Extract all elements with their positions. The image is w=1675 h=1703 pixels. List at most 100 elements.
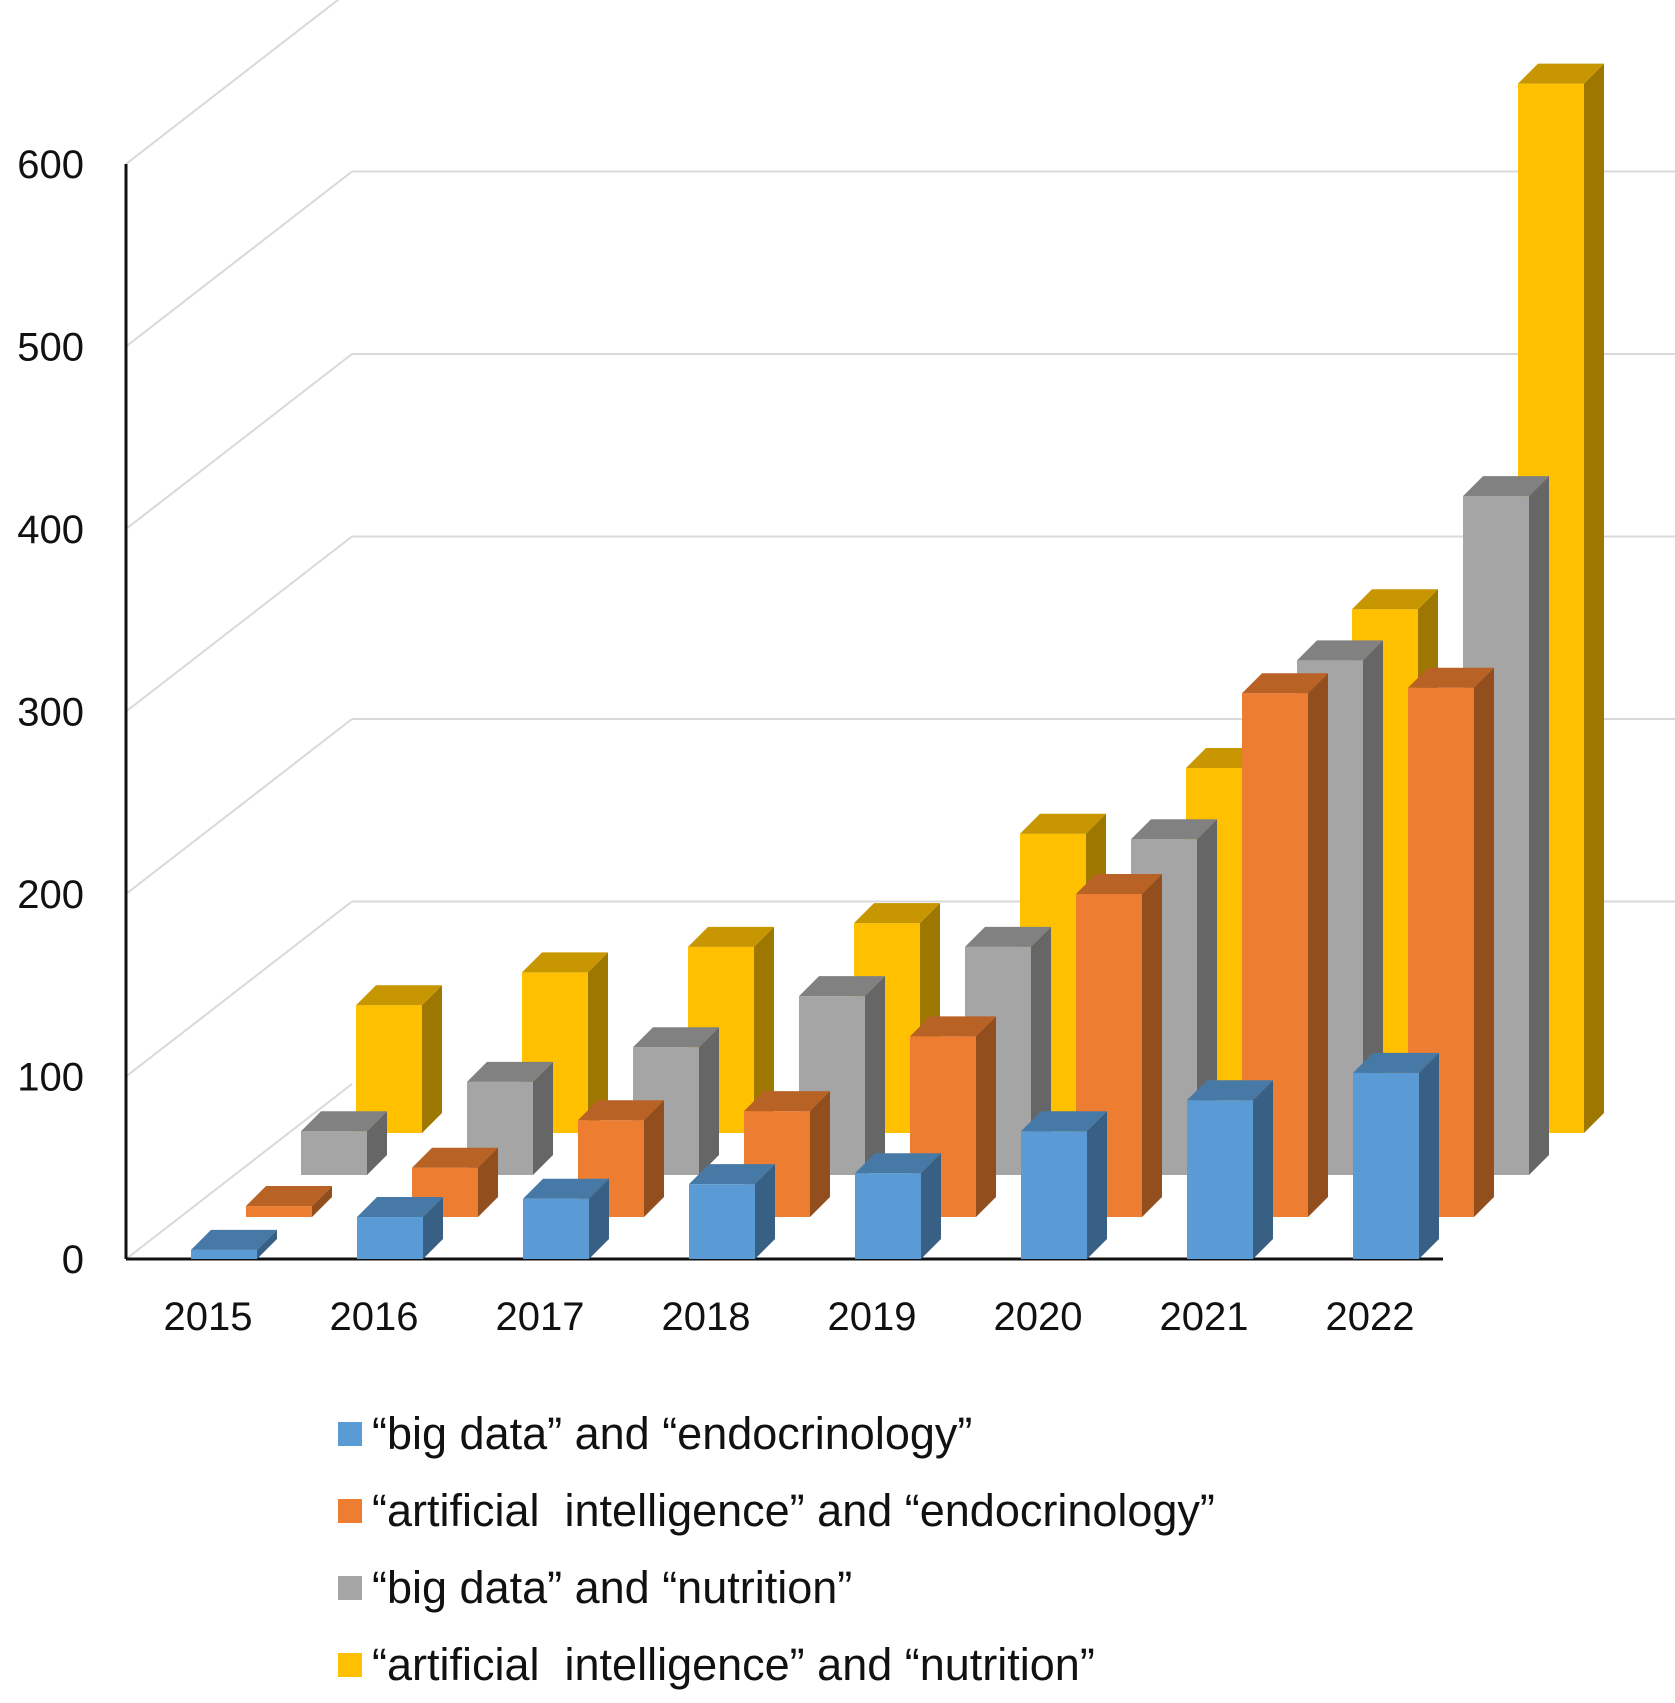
bar-side [478,1147,498,1217]
bar-top [1020,813,1106,834]
bar-top [467,1061,553,1082]
bar [910,1016,996,1217]
bar-side [865,976,885,1175]
bar [1021,1111,1107,1259]
bar-side [1529,476,1549,1176]
bar [689,1164,775,1259]
bar-side [1087,1111,1107,1259]
bar-side [257,1229,277,1259]
x-tick-label: 2019 [828,1295,917,1339]
bar-top [357,1197,443,1218]
bar-top [523,1178,609,1199]
bar [246,1186,332,1217]
bar-side [589,1178,609,1259]
bar-front [191,1249,257,1259]
legend-label: “big data” and “nutrition” [372,1561,853,1613]
x-tick-label: 2015 [164,1295,253,1339]
legend-swatch [338,1575,362,1600]
bar [356,985,442,1133]
gridlines [125,0,1675,1260]
legend-swatch [338,1421,362,1446]
bar-side [367,1111,387,1175]
bar-side [1308,673,1328,1217]
bar-side [1363,640,1383,1175]
y-tick-label: 600 [17,143,84,187]
bar-top [191,1229,277,1250]
bar-side [754,926,774,1133]
x-tick-label: 2018 [662,1295,751,1339]
legend-item: “artificial intelligence” and “nutrition… [338,1626,1215,1703]
bar-side [644,1100,664,1217]
gridline-diagonal [125,900,353,1078]
legend-swatch [338,1652,362,1677]
bar-top [854,903,940,924]
bar [412,1147,498,1217]
x-tick-label: 2017 [496,1295,585,1339]
bar-side [755,1164,775,1259]
legend-item: “artificial intelligence” and “endocrino… [338,1472,1215,1549]
bar-top [1297,640,1383,661]
gridline-diagonal [125,170,353,348]
bar-top [301,1111,387,1132]
bar [1187,1080,1273,1259]
bar-top [1131,819,1217,840]
bar-side [1419,1052,1439,1259]
bar-front [1021,1131,1087,1259]
bar [523,1178,609,1259]
legend-label: “big data” and “endocrinology” [372,1407,973,1459]
x-tick-label: 2022 [1326,1295,1415,1339]
bar-top [688,926,774,947]
bar-front [689,1184,755,1259]
bar [1408,667,1494,1217]
legend: “big data” and “endocrinology” “artifici… [338,1395,1215,1703]
bar-top [1242,673,1328,694]
bar [744,1091,830,1217]
gridline-diagonal [125,353,353,530]
bar [467,1061,553,1175]
bar-top [1353,1052,1439,1073]
bar-side [533,1061,553,1175]
bar-side [423,1197,443,1259]
bar-side [921,1153,941,1259]
x-tick-label: 2020 [994,1295,1083,1339]
bar-top [855,1153,941,1174]
bar-side [1584,63,1604,1133]
y-tick-labels: 0 100 200 300 400 500 600 [17,143,84,1282]
gridline-diagonal [125,535,353,713]
y-tick-label: 200 [17,873,84,917]
bar-top [356,985,442,1006]
bar-front [523,1198,589,1259]
bar-top [1021,1111,1107,1132]
bar-top [965,926,1051,947]
bar-side [422,985,442,1133]
bar-side [312,1186,332,1217]
bar-front [855,1173,921,1259]
bar-front [246,1206,312,1217]
bars [191,63,1604,1259]
bar-front [357,1217,423,1259]
legend-item: “big data” and “endocrinology” [338,1395,1215,1472]
legend-swatch [338,1498,362,1523]
bar-top [1408,667,1494,688]
y-tick-label: 500 [17,326,84,370]
bar-top [744,1091,830,1112]
bar-top [412,1147,498,1168]
series-group [191,1052,1439,1259]
gridline-diagonal [125,718,353,895]
bar-side [1474,667,1494,1217]
bar-top [1187,1080,1273,1101]
bar-top [633,1027,719,1048]
bar-side [1142,873,1162,1217]
x-tick-label: 2016 [330,1295,419,1339]
bar-front [1187,1100,1253,1259]
bar-side [588,952,608,1133]
bar-side [699,1027,719,1175]
bar-top [799,976,885,997]
bar [855,1153,941,1259]
legend-label: “artificial intelligence” and “nutrition… [372,1638,1095,1690]
bar [1353,1052,1439,1259]
bar-top [1352,589,1438,610]
y-tick-label: 0 [62,1238,84,1282]
bar-top [689,1164,775,1185]
